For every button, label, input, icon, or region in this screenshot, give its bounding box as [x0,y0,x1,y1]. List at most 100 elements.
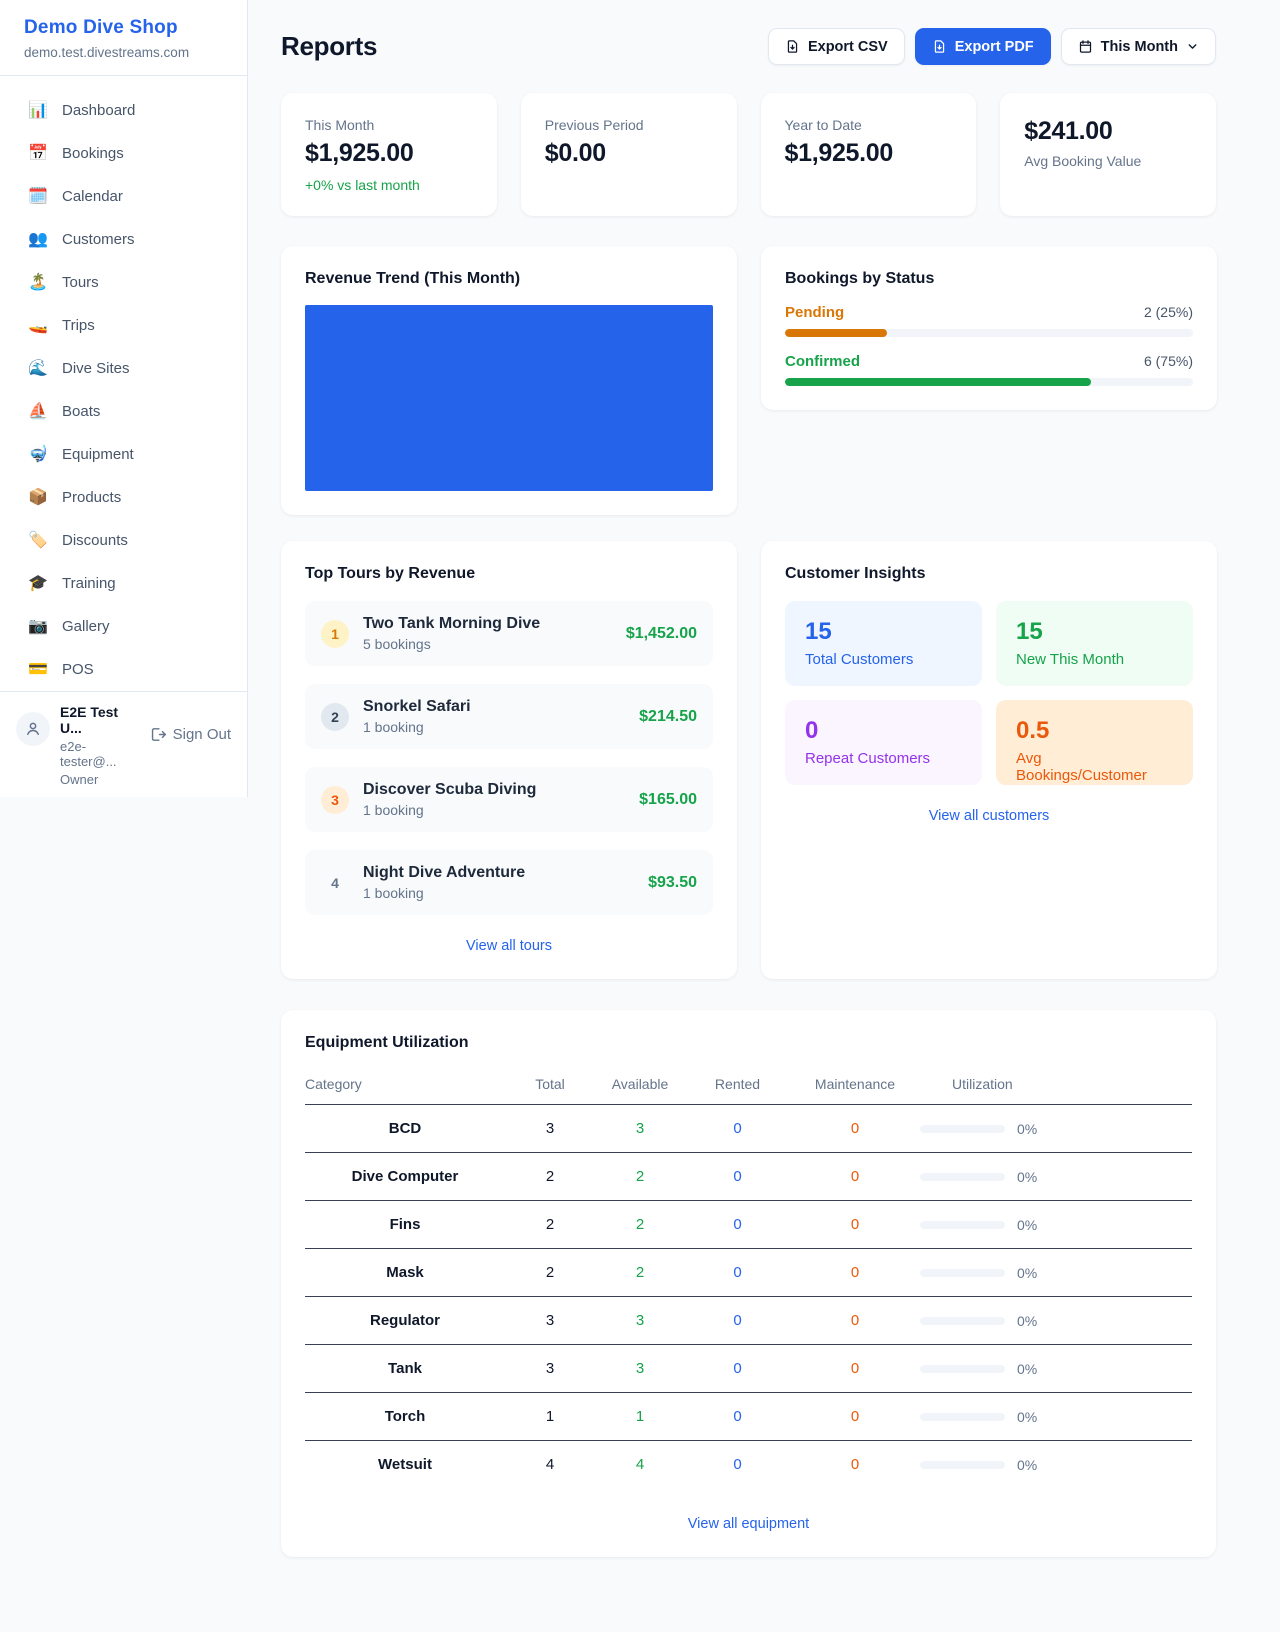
sidebar-item-calendar[interactable]: 🗓️ Calendar [8,178,239,214]
island-icon: 🏝️ [28,274,48,291]
view-all-equipment-link[interactable]: View all equipment [687,1515,810,1532]
sidebar-item-label: Boats [62,402,101,420]
view-all-tours-link[interactable]: View all tours [466,938,552,954]
utilization-percent: 0% [1017,1216,1038,1233]
status-bar-track [785,378,1193,386]
status-count: 6 (75%) [1143,353,1193,369]
equipment-total: 1 [505,1392,595,1441]
tour-bookings: 1 booking [363,885,424,901]
calendar-icon [1079,40,1091,53]
equipment-category: Torch [305,1392,505,1441]
customer-insights-title: Customer Insights [785,565,926,582]
sidebar-item-label: Tours [62,273,99,291]
sidebar-item-label: Equipment [62,445,134,463]
table-row: Regulator 3 3 0 0 0% [305,1296,1192,1345]
sidebar-item-label: Dive Sites [62,359,130,377]
tour-revenue: $1,452.00 [625,624,697,642]
stat-value: $241.00 [1024,117,1113,145]
equipment-maintenance: 0 [790,1200,920,1249]
sidebar-item-dive-sites[interactable]: 🌊 Dive Sites [8,350,239,386]
equipment-rented: 0 [685,1200,790,1249]
equipment-rented: 0 [685,1296,790,1345]
equipment-total: 2 [505,1248,595,1297]
table-row: Fins 2 2 0 0 0% [305,1200,1192,1249]
rank-badge: 1 [321,619,349,648]
sidebar-item-bookings[interactable]: 📅 Bookings [8,135,239,171]
sidebar-item-label: Discounts [62,531,128,549]
utilization-percent: 0% [1017,1168,1038,1185]
tour-row: 4 Night Dive Adventure 1 booking $93.50 [305,850,713,915]
insight-tile-repeat-customers: 0 Repeat Customers [785,700,982,785]
revenue-trend-chart [305,305,713,491]
sidebar-item-gallery[interactable]: 📷 Gallery [8,608,239,644]
equipment-maintenance: 0 [790,1152,920,1201]
tour-name: Snorkel Safari [363,698,471,715]
sidebar-item-customers[interactable]: 👥 Customers [8,221,239,257]
equipment-total: 2 [505,1152,595,1201]
equipment-rented: 0 [685,1104,790,1153]
table-row: Wetsuit 4 4 0 0 0% [305,1441,1192,1489]
export-csv-button[interactable]: Export CSV [767,28,905,65]
utilization-percent: 0% [1017,1120,1038,1137]
sidebar-item-dashboard[interactable]: 📊 Dashboard [8,92,239,128]
credit-card-icon: 💳 [28,661,48,678]
tour-bookings: 1 booking [363,802,424,818]
column-header-available: Available [595,1066,685,1105]
bookings-by-status-title: Bookings by Status [785,270,935,287]
sidebar-header: Demo Dive Shop demo.test.divestreams.com [0,0,247,76]
equipment-category: Fins [305,1200,505,1249]
rank-badge: 4 [331,874,339,891]
equipment-available: 4 [635,1456,645,1474]
tour-row: 1 Two Tank Morning Dive 5 bookings $1,45… [305,601,713,666]
customer-insights-card: Customer Insights 15 Total Customers 15 … [761,541,1217,979]
utilization-percent: 0% [1017,1312,1038,1329]
equipment-total: 3 [505,1104,595,1153]
tile-label: Repeat Customers [805,750,931,767]
sidebar-item-label: Bookings [62,144,124,162]
sidebar-item-boats[interactable]: ⛵ Boats [8,393,239,429]
sign-out-button[interactable]: Sign Out [149,726,231,743]
sidebar-item-label: Gallery [62,617,110,635]
sidebar-item-discounts[interactable]: 🏷️ Discounts [8,522,239,558]
stat-label: Year to Date [784,117,862,133]
calendar-icon: 🗓️ [28,188,48,205]
shop-name: Demo Dive Shop [24,17,178,38]
view-all-customers-link[interactable]: View all customers [928,808,1050,824]
export-pdf-button[interactable]: Export PDF [914,28,1051,65]
equipment-total: 3 [505,1296,595,1345]
sidebar-item-training[interactable]: 🎓 Training [8,565,239,601]
equipment-rented: 0 [685,1248,790,1297]
sidebar-item-pos[interactable]: 💳 POS [8,651,239,687]
column-header-total: Total [505,1066,595,1105]
equipment-available: 2 [595,1152,685,1201]
tour-bookings: 1 booking [363,719,424,735]
dashboard-icon: 📊 [28,102,48,119]
stat-cards-row: This Month $1,925.00 +0% vs last month P… [281,93,1216,216]
insight-tile-total-customers: 15 Total Customers [785,601,982,686]
sidebar-item-equipment[interactable]: 🤿 Equipment [8,436,239,472]
user-role: Owner [60,772,99,787]
user-info: E2E Test U... e2e-tester@... Owner [60,704,139,787]
equipment-rented: 0 [685,1392,790,1441]
sidebar-item-tours[interactable]: 🏝️ Tours [8,264,239,300]
customers-icon: 👥 [28,231,48,248]
equipment-total: 2 [505,1200,595,1249]
tile-label: Total Customers [805,651,914,668]
tour-name: Two Tank Morning Dive [363,615,541,632]
table-row: Mask 2 2 0 0 0% [305,1248,1192,1297]
sidebar-item-label: POS [62,660,94,678]
sidebar-item-label: Calendar [62,187,123,205]
equipment-available: 2 [595,1248,685,1297]
status-bar-fill [785,329,887,337]
utilization-percent: 0% [1017,1360,1038,1377]
sidebar-item-trips[interactable]: 🚤 Trips [8,307,239,343]
utilization-bar [920,1364,1005,1373]
sidebar-item-products[interactable]: 📦 Products [8,479,239,515]
sidebar-item-label: Dashboard [62,101,136,119]
tour-revenue: $93.50 [648,873,697,891]
top-tours-card: Top Tours by Revenue 1 Two Tank Morning … [281,541,737,979]
utilization-percent: 0% [1017,1264,1038,1281]
sidebar-item-label: Trips [62,316,95,334]
period-select[interactable]: This Month [1060,28,1216,65]
stat-label: Avg Booking Value [1024,153,1142,169]
